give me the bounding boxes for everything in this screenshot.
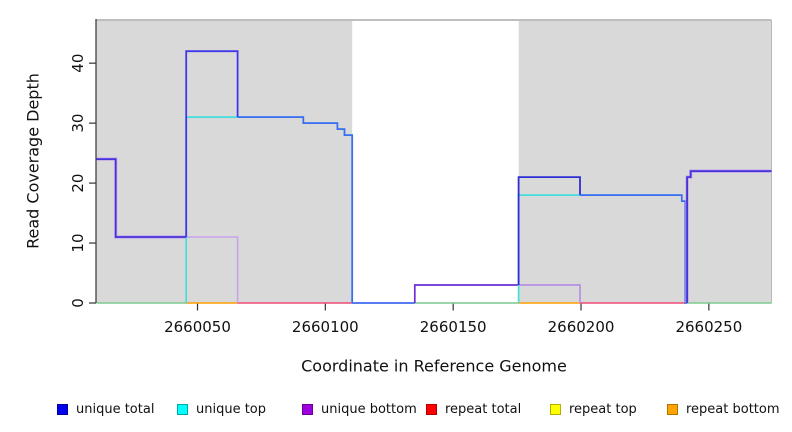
legend-label: unique total: [76, 401, 155, 417]
legend-item-repeat-total: repeat total: [426, 401, 521, 417]
legend-label: unique top: [196, 401, 267, 417]
series-segment-blue-42-box: [185, 50, 239, 237]
legend-swatch-unique-top-icon: [177, 403, 188, 415]
x-tick-label: 2660050: [164, 318, 231, 336]
y-tick-label: 0: [69, 298, 87, 308]
legend-item-repeat-bottom: repeat bottom: [667, 401, 780, 417]
legend-label: unique bottom: [321, 401, 417, 417]
y-tick-label: 10: [69, 233, 87, 252]
y-tick-label: 30: [69, 114, 87, 133]
legend-swatch-unique-bottom-icon: [302, 403, 313, 415]
x-tick-label: 2660150: [420, 318, 487, 336]
shaded-region: [96, 20, 353, 304]
series-segment-blue-steps: [237, 116, 354, 303]
shaded-region: [518, 20, 772, 304]
legend: unique total unique top unique bottom re…: [0, 401, 792, 419]
series-segment-indigo-right: [686, 170, 772, 303]
legend-label: repeat bottom: [686, 401, 780, 417]
y-axis-label: Read Coverage Depth: [23, 73, 43, 249]
x-axis-label: Coordinate in Reference Genome: [301, 356, 567, 376]
legend-swatch-repeat-total-icon: [426, 403, 437, 415]
legend-item-repeat-top: repeat top: [550, 401, 637, 417]
series-segment-navy-21: [517, 176, 581, 285]
x-tick-label: 2660250: [675, 318, 742, 336]
y-tick-label: 20: [69, 174, 87, 193]
legend-swatch-unique-total-icon: [57, 403, 68, 415]
legend-swatch-repeat-top-icon: [550, 403, 561, 415]
legend-swatch-repeat-bottom-icon: [667, 403, 678, 415]
legend-label: repeat top: [569, 401, 637, 417]
series-segment-indigo-left: [96, 158, 187, 238]
legend-item-unique-bottom: unique bottom: [302, 401, 417, 417]
legend-label: repeat total: [445, 401, 522, 417]
x-tick-label: 2660100: [292, 318, 359, 336]
series-segment-lavender-11: [186, 236, 239, 303]
x-tick-label: 2660200: [548, 318, 615, 336]
legend-item-unique-top: unique top: [177, 401, 266, 417]
series-segment-purple-box-gray: [518, 284, 581, 303]
series-segment-purple-box-white: [413, 284, 519, 303]
y-tick-label: 40: [69, 54, 87, 73]
legend-item-unique-total: unique total: [57, 401, 154, 417]
